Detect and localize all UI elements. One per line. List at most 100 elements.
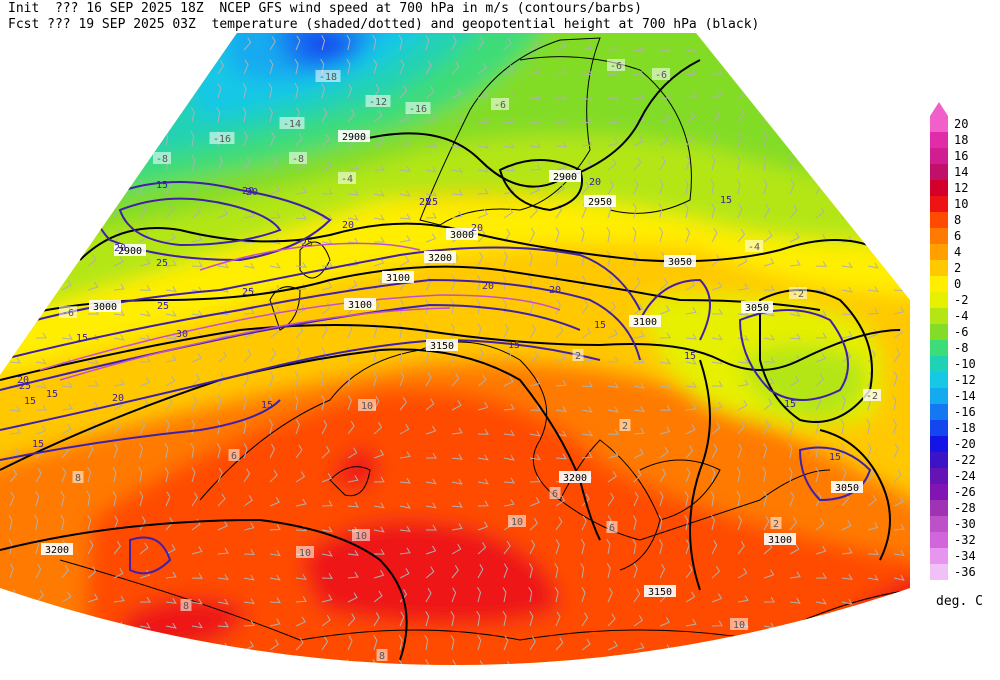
colorbar-swatch	[930, 244, 948, 260]
svg-text:15: 15	[156, 180, 168, 191]
temperature-label: -18	[315, 70, 341, 83]
svg-text:3200: 3200	[428, 253, 452, 264]
temperature-label: -6	[607, 59, 625, 72]
height-label: 3050	[664, 255, 696, 268]
wind-speed-label: 20	[471, 223, 483, 234]
svg-text:-6: -6	[62, 308, 74, 319]
svg-text:-6: -6	[494, 100, 506, 111]
height-label: 2900	[114, 244, 146, 257]
svg-text:3000: 3000	[450, 230, 474, 241]
svg-text:30: 30	[176, 329, 188, 340]
height-label: 3000	[446, 228, 478, 241]
colorbar-label: 20	[954, 117, 969, 131]
svg-text:15: 15	[24, 396, 36, 407]
temperature-label: -14	[279, 117, 305, 130]
svg-text:15: 15	[594, 320, 606, 331]
colorbar-label: -36	[954, 565, 976, 579]
svg-text:10: 10	[733, 620, 745, 631]
colorbar-swatch	[930, 436, 948, 452]
wind-speed-label: 20	[549, 285, 561, 296]
wind-speed-label: 20	[482, 281, 494, 292]
colorbar-label: -34	[954, 549, 976, 563]
wind-speed-label: 15	[508, 340, 520, 351]
colorbar-label: 12	[954, 181, 969, 195]
temperature-label: 10	[508, 515, 526, 528]
wind-speed-label: 25	[242, 287, 254, 298]
svg-text:-14: -14	[283, 119, 301, 130]
wind-speed-label: 15	[784, 399, 796, 410]
colorbar-label: -26	[954, 485, 976, 499]
svg-text:25: 25	[419, 197, 431, 208]
svg-text:-2: -2	[792, 289, 804, 300]
colorbar-swatch	[930, 468, 948, 484]
svg-text:2900: 2900	[342, 132, 366, 143]
svg-text:-6: -6	[655, 70, 667, 81]
wind-speed-label: 25	[19, 381, 31, 392]
colorbar-swatch	[930, 148, 948, 164]
colorbar-label: -10	[954, 357, 976, 371]
svg-text:15: 15	[784, 399, 796, 410]
wind-speed-label: 25	[156, 258, 168, 269]
svg-text:25: 25	[156, 258, 168, 269]
svg-text:20: 20	[112, 393, 124, 404]
svg-text:20: 20	[246, 187, 258, 198]
svg-text:2: 2	[575, 351, 581, 362]
chart-title-line1: Init ??? 16 SEP 2025 18Z NCEP GFS wind s…	[8, 1, 642, 16]
colorbar-label: -30	[954, 517, 976, 531]
height-label: 3100	[629, 315, 661, 328]
colorbar-label: -20	[954, 437, 976, 451]
svg-text:3000: 3000	[93, 302, 117, 313]
wind-speed-label: 15	[24, 396, 36, 407]
temperature-label: -6	[59, 306, 77, 319]
temperature-label: -16	[209, 132, 235, 145]
colorbar-label: -18	[954, 421, 976, 435]
height-label: 3150	[426, 339, 458, 352]
wind-speed-label: 25	[426, 197, 438, 208]
colorbar-swatch	[930, 500, 948, 516]
svg-text:3200: 3200	[45, 545, 69, 556]
svg-text:10: 10	[355, 531, 367, 542]
colorbar-label: -22	[954, 453, 976, 467]
wind-speed-label: 30	[176, 329, 188, 340]
svg-text:25: 25	[426, 197, 438, 208]
colorbar-label: -12	[954, 373, 976, 387]
svg-text:15: 15	[508, 340, 520, 351]
svg-text:-4: -4	[748, 242, 760, 253]
wind-speed-label: 20	[246, 187, 258, 198]
colorbar-swatch	[930, 180, 948, 196]
colorbar-label: -14	[954, 389, 976, 403]
temperature-label: -2	[789, 287, 807, 300]
height-label: 3100	[382, 271, 414, 284]
temperature-label: -4	[338, 172, 356, 185]
wind-speed-label: 25	[157, 301, 169, 312]
wind-speed-label: 20	[242, 186, 254, 197]
svg-text:8: 8	[75, 473, 81, 484]
svg-text:20: 20	[17, 375, 29, 386]
wind-speed-label: 15	[829, 452, 841, 463]
svg-text:3050: 3050	[668, 257, 692, 268]
colorbar-swatch	[930, 324, 948, 340]
colorbar-swatch	[930, 372, 948, 388]
svg-text:3150: 3150	[648, 587, 672, 598]
svg-text:3050: 3050	[835, 483, 859, 494]
temperature-label: 10	[296, 546, 314, 559]
svg-text:20: 20	[242, 186, 254, 197]
colorbar-label: -6	[954, 325, 969, 339]
svg-text:3100: 3100	[768, 535, 792, 546]
height-label: 3150	[644, 585, 676, 598]
svg-text:2950: 2950	[588, 197, 612, 208]
svg-text:20: 20	[589, 177, 601, 188]
svg-text:25: 25	[242, 287, 254, 298]
temperature-label: -16	[405, 102, 431, 115]
colorbar-label: 18	[954, 133, 969, 147]
chart-title-line2: Fcst ??? 19 SEP 2025 03Z temperature (sh…	[8, 17, 760, 32]
temperature-label: 10	[730, 618, 748, 631]
wind-speed-label: 15	[156, 180, 168, 191]
svg-text:20: 20	[342, 220, 354, 231]
svg-text:2900: 2900	[118, 246, 142, 257]
svg-text:15: 15	[76, 333, 88, 344]
temperature-label: 10	[358, 399, 376, 412]
temperature-label: -12	[365, 95, 391, 108]
